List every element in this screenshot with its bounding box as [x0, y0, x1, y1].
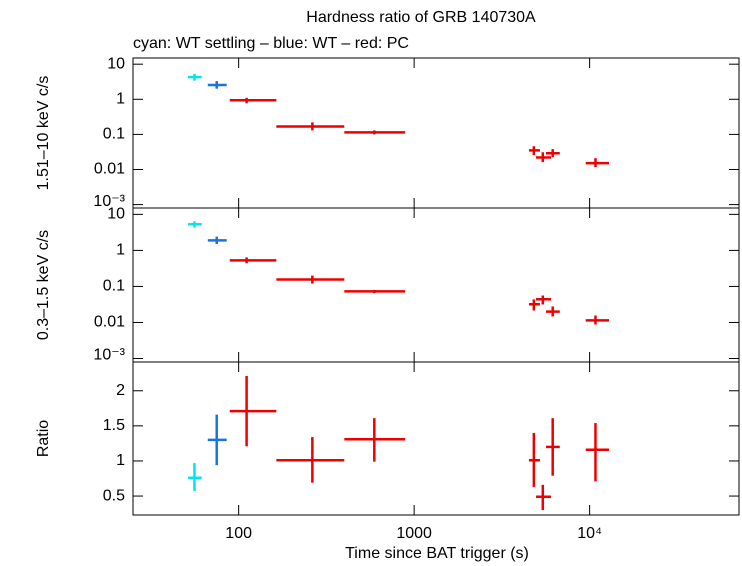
y-axis-label: Ratio — [35, 420, 52, 457]
y-axis-label: 1.51–10 keV c/s — [35, 76, 52, 191]
y-tick-label: 1.5 — [103, 417, 125, 434]
chart-title: Hardness ratio of GRB 140730A — [306, 9, 536, 26]
y-tick-label: 10⁻³ — [93, 347, 125, 364]
plot-frame — [132, 57, 740, 209]
y-tick-label: 0.1 — [103, 126, 125, 143]
y-tick-label: 0.1 — [103, 278, 125, 295]
y-tick-label: 0.01 — [94, 161, 125, 178]
y-tick-label: 0.5 — [103, 487, 125, 504]
x-axis-label: Time since BAT trigger (s) — [345, 545, 529, 562]
x-tick-label: 100 — [225, 525, 252, 542]
y-tick-label: 0.01 — [94, 314, 125, 331]
plot-frame — [132, 207, 740, 363]
x-tick-label: 10⁴ — [577, 525, 602, 542]
y-tick-label: 10⁻³ — [93, 193, 125, 210]
y-tick-label: 1 — [116, 242, 125, 259]
y-tick-label: 1 — [116, 452, 125, 469]
y-tick-label: 2 — [116, 382, 125, 399]
y-tick-label: 10 — [107, 206, 125, 223]
x-tick-label: 1000 — [396, 525, 432, 542]
y-tick-label: 1 — [116, 91, 125, 108]
y-tick-label: 10 — [107, 55, 125, 72]
chart-subtitle: cyan: WT settling – blue: WT – red: PC — [133, 35, 409, 52]
y-axis-label: 0.3–1.5 keV c/s — [35, 230, 52, 340]
plot-frame — [132, 361, 740, 516]
